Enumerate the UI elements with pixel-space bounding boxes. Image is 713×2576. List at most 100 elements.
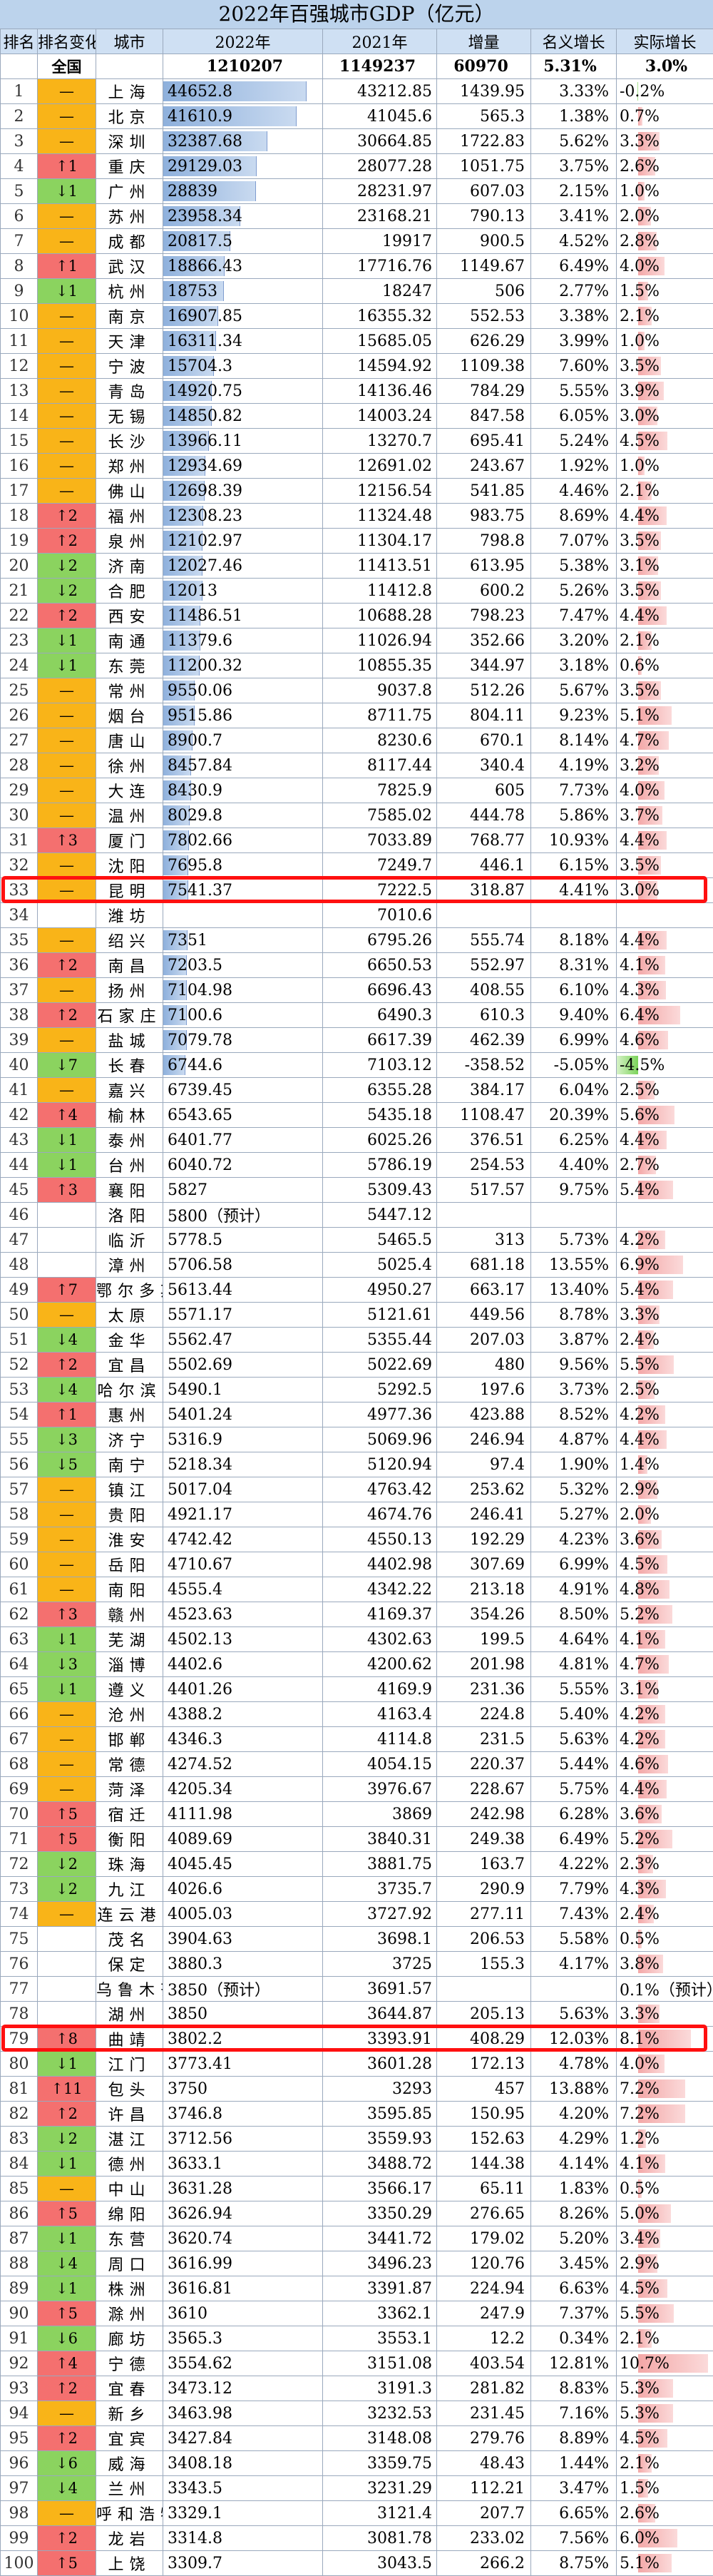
real-growth-value: 3.5% <box>620 357 660 375</box>
cell-rank-change: ↑11 <box>38 2077 96 2102</box>
real-growth-value: 3.1% <box>620 1681 660 1699</box>
cell-nominal-growth: 4.91% <box>531 1577 617 1602</box>
cell-real-growth: 2.1% <box>617 479 713 504</box>
cell-rank: 3 <box>1 129 38 154</box>
cell-nominal-growth: 7.37% <box>531 2301 617 2326</box>
cell-real-growth: 4.4% <box>617 604 713 628</box>
cell-rank-change: — <box>38 778 96 803</box>
cell-rank-change: ↓1 <box>38 279 96 304</box>
cell-city: 东营 <box>96 2226 163 2251</box>
cell-city: 金华 <box>96 1328 163 1353</box>
total-label: 全国 <box>38 54 96 79</box>
cell-real-growth: 4.6% <box>617 1752 713 1777</box>
cell-city: 淄博 <box>96 1652 163 1677</box>
gdp-2022-value: 3750 <box>168 2080 207 2098</box>
real-growth-value: 2.1% <box>620 2330 660 2348</box>
cell-rank-change: ↓1 <box>38 2276 96 2301</box>
cell-real-growth: 2.1% <box>617 2451 713 2476</box>
real-growth-value: 4.0% <box>620 782 660 800</box>
cell-gdp-2021: 8230.6 <box>323 728 437 753</box>
cell-increase: 279.76 <box>437 2426 531 2451</box>
cell-rank-change: — <box>38 878 96 903</box>
cell-gdp-2022: 4523.63 <box>163 1602 323 1627</box>
cell-gdp-2022: 3850 <box>163 2002 323 2027</box>
cell-city: 泉州 <box>96 529 163 554</box>
cell-rank-change: ↑5 <box>38 2551 96 2576</box>
cell-gdp-2021: 28231.97 <box>323 179 437 204</box>
cell-city: 宜昌 <box>96 1353 163 1378</box>
gdp-2022-value: 4045.45 <box>168 1855 232 1873</box>
real-growth-value: 3.0% <box>620 882 660 900</box>
cell-gdp-2021: 3553.1 <box>323 2326 437 2351</box>
cell-gdp-2021: 7010.6 <box>323 903 437 928</box>
cell-rank: 100 <box>1 2551 38 2576</box>
cell-gdp-2021: 4342.22 <box>323 1577 437 1602</box>
cell-city: 合肥 <box>96 579 163 604</box>
gdp-2022-value: 7802.66 <box>168 832 232 850</box>
cell-nominal-growth: 5.63% <box>531 1727 617 1752</box>
cell-real-growth: 3.5% <box>617 529 713 554</box>
cell-nominal-growth: 7.79% <box>531 1877 617 1902</box>
cell-gdp-2021: 4550.13 <box>323 1527 437 1552</box>
real-growth-value: -0.2% <box>620 83 665 101</box>
cell-real-growth: 4.0% <box>617 2052 713 2077</box>
cell-increase: 565.3 <box>437 104 531 129</box>
cell-city: 佛山 <box>96 479 163 504</box>
cell-real-growth: 0.1%（预计） <box>617 1977 713 2002</box>
cell-city: 福州 <box>96 504 163 529</box>
cell-rank: 20 <box>1 554 38 579</box>
gdp-2022-value: 3850（预计） <box>168 1982 270 2000</box>
header-real-growth: 实际增长 <box>617 29 713 54</box>
cell-gdp-2022: 8430.9 <box>163 778 323 803</box>
cell-rank-change: ↓3 <box>38 1652 96 1677</box>
gdp-2022-value: 4401.26 <box>168 1681 232 1699</box>
real-growth-value: 3.9% <box>620 382 660 400</box>
cell-rank: 2 <box>1 104 38 129</box>
cell-increase: 163.7 <box>437 1852 531 1877</box>
cell-gdp-2021: 14136.46 <box>323 379 437 404</box>
cell-gdp-2022: 7079.78 <box>163 1028 323 1053</box>
cell-increase: 97.4 <box>437 1452 531 1477</box>
real-growth-value: 3.0% <box>620 407 660 425</box>
cell-rank-change: ↓2 <box>38 579 96 604</box>
cell-nominal-growth: 5.63% <box>531 2002 617 2027</box>
cell-city: 唐山 <box>96 728 163 753</box>
cell-gdp-2021: 3727.92 <box>323 1902 437 1927</box>
cell-gdp-2021: 4977.36 <box>323 1402 437 1427</box>
cell-gdp-2021: 6696.43 <box>323 978 437 1003</box>
cell-gdp-2022: 5401.24 <box>163 1402 323 1427</box>
cell-gdp-2022: 4921.17 <box>163 1502 323 1527</box>
cell-rank-change: ↓2 <box>38 554 96 579</box>
cell-city: 沧州 <box>96 1702 163 1727</box>
cell-real-growth: 10.7% <box>617 2351 713 2376</box>
cell-increase: 247.9 <box>437 2301 531 2326</box>
cell-gdp-2021: 15685.05 <box>323 329 437 354</box>
cell-gdp-2021: 5022.69 <box>323 1353 437 1378</box>
cell-city: 常州 <box>96 678 163 703</box>
cell-city: 温州 <box>96 803 163 828</box>
cell-gdp-2022: 6543.65 <box>163 1103 323 1128</box>
cell-rank-change: ↓2 <box>38 1877 96 1902</box>
cell-gdp-2022: 4026.6 <box>163 1877 323 1902</box>
gdp-2022-value: 5706.58 <box>168 1256 232 1274</box>
cell-real-growth: 1.2% <box>617 2127 713 2152</box>
gdp-2022-value: 4089.69 <box>168 1831 232 1848</box>
cell-gdp-2021: 14594.92 <box>323 354 437 379</box>
cell-gdp-2022: 3616.99 <box>163 2251 323 2276</box>
cell-increase <box>437 1977 531 2002</box>
cell-city: 保定 <box>96 1952 163 1977</box>
cell-gdp-2021: 3595.85 <box>323 2102 437 2127</box>
gdp-2022-value: 4555.4 <box>168 1581 222 1599</box>
